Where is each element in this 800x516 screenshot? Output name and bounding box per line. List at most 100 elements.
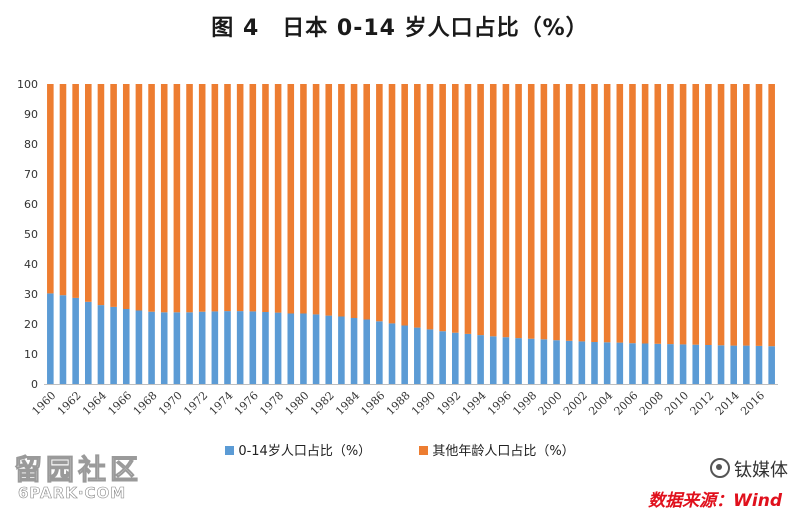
bar-other-1983 — [338, 84, 345, 317]
bar-other-2012 — [705, 84, 712, 345]
bar-other-2008 — [654, 84, 662, 344]
bar-other-1968 — [148, 84, 155, 312]
x-tick-label: 1966 — [105, 389, 134, 418]
x-tick-label: 1988 — [384, 389, 413, 418]
bar-other-1976 — [249, 84, 257, 312]
bar-other-1982 — [325, 84, 333, 316]
bar-other-1998 — [527, 84, 535, 339]
x-tick-label: 1986 — [358, 389, 387, 418]
bar-0-14-1983 — [338, 316, 345, 384]
x-tick-label: 2004 — [586, 389, 615, 418]
bar-other-1974 — [224, 84, 231, 312]
bar-other-1967 — [135, 84, 143, 311]
bar-0-14-2004 — [603, 342, 611, 384]
bar-0-14-2016 — [755, 345, 763, 384]
bar-0-14-2015 — [743, 345, 750, 384]
x-tick-label: 1976 — [232, 389, 261, 418]
bar-0-14-1981 — [312, 314, 320, 384]
bar-0-14-2014 — [730, 345, 737, 384]
bar-0-14-1978 — [274, 312, 282, 384]
x-tick-label: 2002 — [561, 389, 590, 418]
bar-other-1995 — [489, 84, 497, 337]
y-tick-label: 0 — [31, 378, 38, 391]
bar-0-14-1993 — [464, 333, 472, 384]
x-tick-label: 1984 — [333, 389, 362, 418]
data-source-note: 数据来源：Wind — [648, 491, 782, 511]
legend-label-other: 其他年龄人口占比（%） — [432, 444, 575, 459]
x-tick-label: 1982 — [308, 389, 337, 418]
x-tick-label: 2008 — [637, 389, 666, 418]
bar-0-14-2008 — [654, 343, 662, 384]
legend: 0-14岁人口占比（%） 其他年龄人口占比（%） — [0, 440, 800, 459]
bar-0-14-1982 — [325, 315, 333, 384]
bar-0-14-1964 — [97, 305, 105, 384]
bar-0-14-2010 — [679, 344, 687, 384]
bar-other-2001 — [565, 84, 573, 341]
bar-other-2005 — [616, 84, 624, 343]
bar-other-2017 — [768, 84, 775, 347]
y-tick-label: 50 — [24, 228, 38, 241]
bar-0-14-1990 — [426, 329, 434, 384]
bar-other-1994 — [477, 84, 484, 336]
bar-0-14-1965 — [110, 306, 117, 384]
bar-0-14-1963 — [85, 301, 92, 384]
bar-0-14-2006 — [629, 343, 636, 384]
bar-0-14-1969 — [160, 312, 168, 384]
bar-other-2002 — [578, 84, 586, 342]
bar-other-2010 — [679, 84, 687, 345]
legend-item-other: 其他年龄人口占比（%） — [419, 440, 575, 459]
y-tick-label: 80 — [24, 138, 38, 151]
bar-0-14-1987 — [388, 323, 396, 384]
bar-0-14-1997 — [515, 338, 522, 384]
bar-0-14-2001 — [565, 340, 573, 384]
bar-other-1980 — [300, 84, 307, 314]
bar-other-1985 — [363, 84, 370, 320]
bar-other-1988 — [401, 84, 408, 326]
chart-title: 图 4 日本 0-14 岁人口占比（%） — [211, 16, 589, 41]
bar-0-14-1962 — [72, 297, 79, 384]
bar-0-14-1985 — [363, 319, 370, 384]
x-tick-label: 1990 — [409, 389, 438, 418]
bar-0-14-2017 — [768, 346, 775, 384]
x-tick-label: 2000 — [536, 389, 565, 418]
bar-other-1990 — [426, 84, 434, 330]
bar-0-14-2013 — [717, 345, 725, 384]
bar-other-1975 — [236, 84, 244, 312]
x-tick-label: 1974 — [207, 389, 236, 418]
bar-other-1961 — [59, 84, 67, 296]
bar-0-14-1989 — [414, 327, 421, 384]
bar-other-2009 — [667, 84, 674, 345]
bar-0-14-2012 — [705, 345, 712, 384]
x-tick-label: 1978 — [257, 389, 286, 418]
bar-0-14-2011 — [692, 344, 700, 384]
x-tick-label: 1996 — [485, 389, 514, 418]
x-tick-label: 1962 — [55, 389, 84, 418]
x-tick-label: 1964 — [80, 389, 109, 418]
bar-other-2004 — [603, 84, 611, 343]
bar-other-1971 — [186, 84, 193, 313]
bar-other-2006 — [629, 84, 636, 344]
bar-0-14-2009 — [667, 344, 674, 384]
x-tick-label: 1960 — [29, 389, 58, 418]
y-tick-label: 20 — [24, 318, 38, 331]
bar-other-1977 — [262, 84, 269, 312]
bar-other-1997 — [515, 84, 522, 339]
bar-0-14-1972 — [198, 311, 206, 384]
bar-0-14-1999 — [540, 339, 548, 384]
bar-other-1989 — [414, 84, 421, 328]
bar-other-1986 — [376, 84, 383, 322]
bar-0-14-1995 — [489, 336, 497, 384]
bar-other-2015 — [743, 84, 750, 346]
bar-other-1962 — [72, 84, 79, 298]
bar-other-2000 — [553, 84, 560, 341]
x-tick-label: 1972 — [181, 389, 210, 418]
legend-item-0-14: 0-14岁人口占比（%） — [225, 440, 371, 459]
bar-0-14-1979 — [287, 313, 295, 384]
x-tick-label: 1968 — [131, 389, 160, 418]
bar-0-14-1970 — [173, 312, 181, 384]
watermark-6park-url: 6PARK·COM — [18, 484, 127, 503]
x-tick-label: 1994 — [460, 389, 489, 418]
bar-0-14-1976 — [249, 311, 257, 384]
bar-0-14-1966 — [122, 309, 130, 384]
x-tick-label: 2012 — [688, 389, 717, 418]
